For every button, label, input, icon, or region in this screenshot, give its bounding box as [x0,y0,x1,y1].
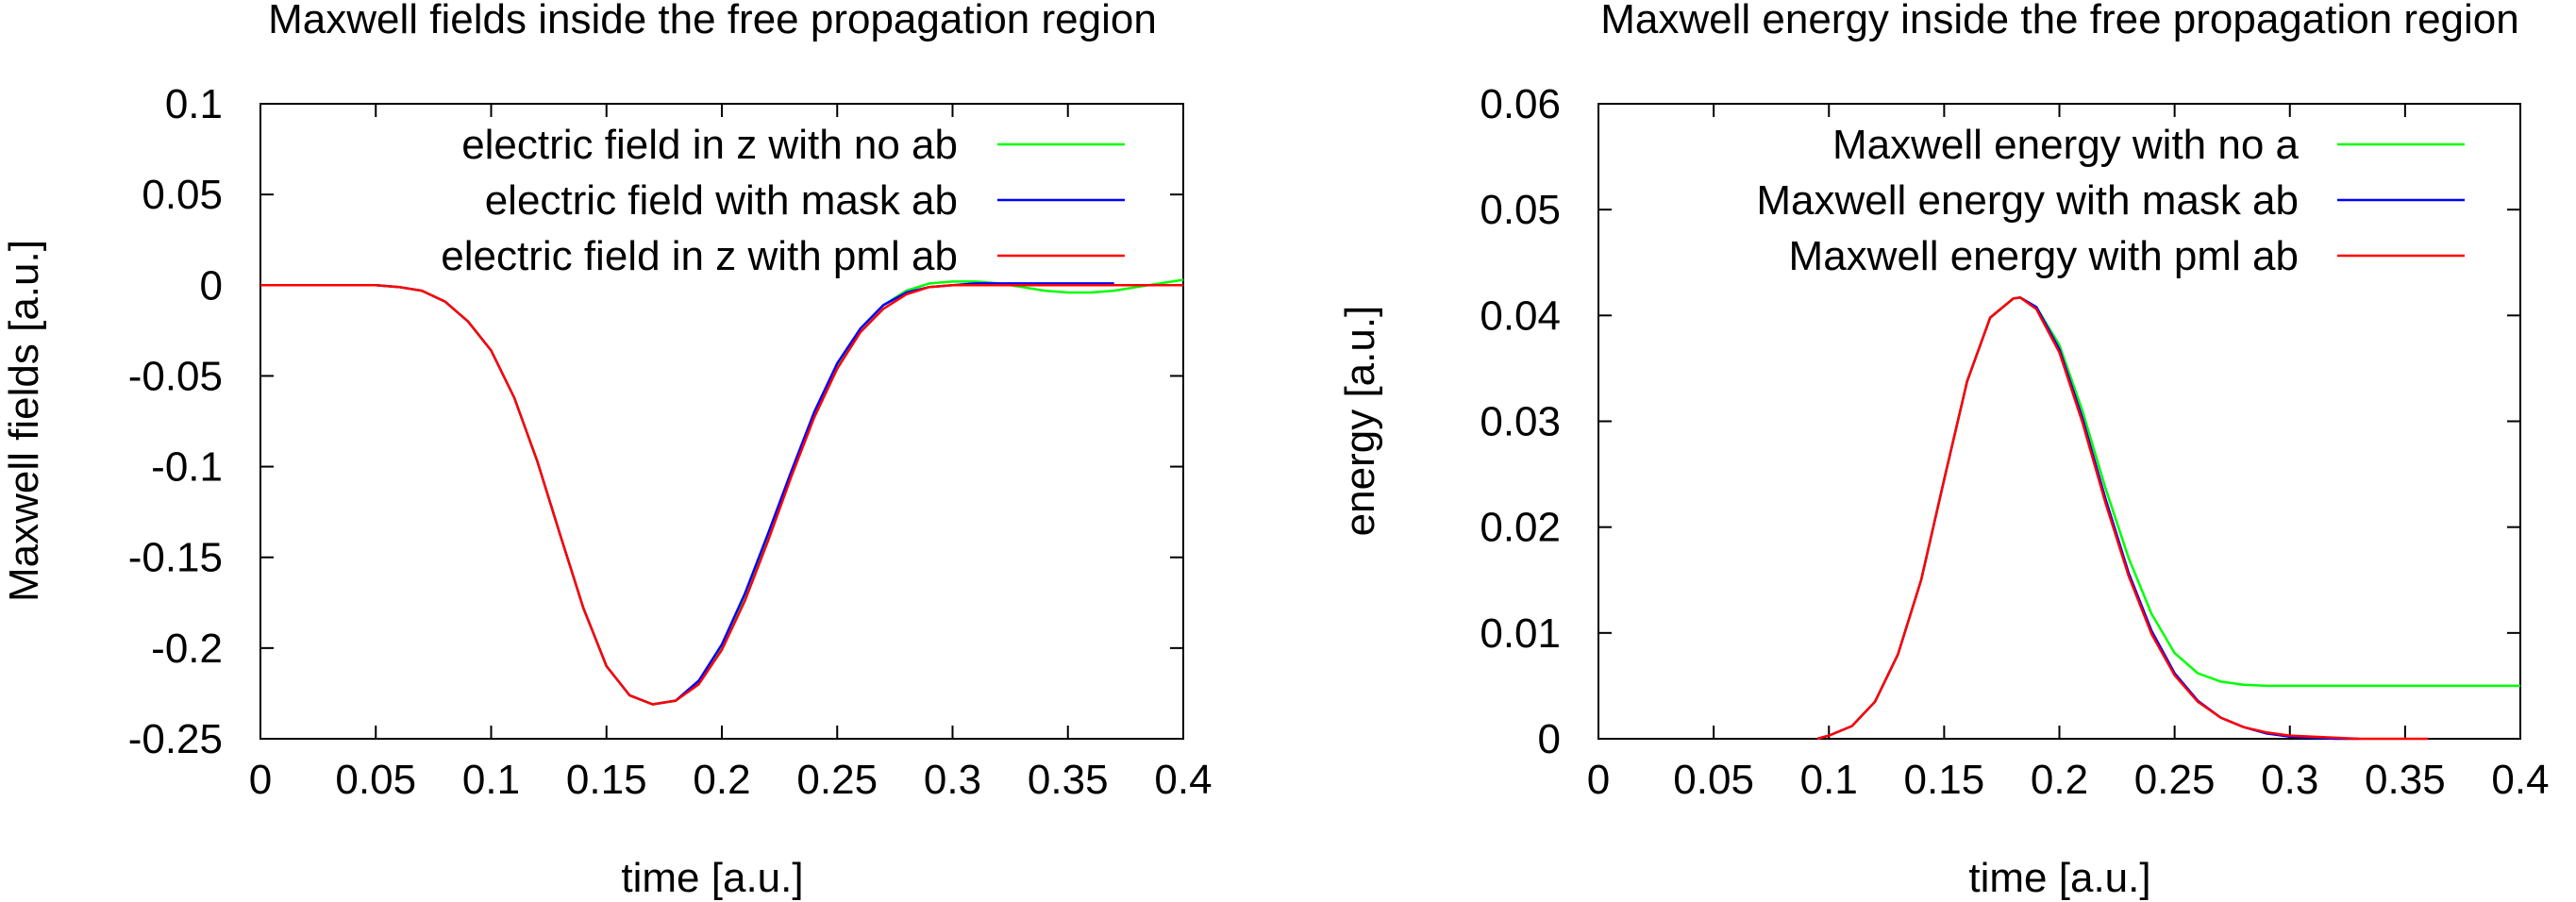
energy-x-tick-label: 0.2 [2031,757,2088,803]
energy-x-tick-label: 0.4 [2491,757,2549,803]
fields-legend-label-3: electric field in z with pml ab [441,233,958,279]
fields-series-line-1 [260,278,1184,706]
fields-chart-title: Maxwell fields inside the free propagati… [268,0,1157,42]
fields-x-tick-label: 0.2 [693,757,750,803]
energy-legend-label-2: Maxwell energy with mask ab [1756,177,2299,224]
energy-x-tick-label: 0.3 [2261,757,2318,803]
fields-y-tick-label: 0.1 [165,81,223,127]
energy-x-tick-label: 0.1 [1800,757,1858,803]
energy-x-tick-label: 0 [1587,757,1610,803]
fields-x-tick-label: 0 [249,757,272,803]
energy-y-tick-label: 0.06 [1480,81,1561,127]
fields-y-tick-label: -0.25 [128,716,223,762]
energy-x-tick-label: 0.05 [1673,757,1754,803]
fields-x-tick-label: 0.35 [1028,757,1109,803]
energy-y-tick-label: 0.02 [1480,505,1561,551]
fields-y-tick-label: 0 [200,262,223,309]
fields-y-tick-label: -0.05 [128,353,223,399]
energy-y-tick-label: 0.01 [1480,610,1561,657]
fields-series-line-2 [260,282,1114,706]
energy-series-line-3 [1816,296,2429,741]
energy-series-line-1 [1816,296,2520,741]
fields-x-tick-label: 0.1 [462,757,520,803]
energy-legend-label-3: Maxwell energy with pml ab [1789,233,2299,279]
fields-y-tick-label: -0.15 [128,535,223,581]
fields-x-tick-label: 0.4 [1154,757,1212,803]
energy-y-tick-label: 0.03 [1480,399,1561,445]
energy-x-tick-label: 0.25 [2134,757,2216,803]
energy-x-tick-label: 0.35 [2365,757,2446,803]
energy-y-tick-label: 0.05 [1480,187,1561,233]
fields-y-tick-label: -0.1 [151,444,223,491]
fields-x-tick-label: 0.25 [796,757,878,803]
fields-series-line-3 [260,284,1183,706]
fields-x-axis-label: time [a.u.] [621,855,803,901]
energy-y-tick-label: 0 [1538,716,1561,762]
fields-x-tick-label: 0.3 [924,757,981,803]
energy-y-tick-label: 0.04 [1480,292,1561,339]
energy-chart-title: Maxwell energy inside the free propagati… [1600,0,2518,42]
fields-x-tick-label: 0.15 [566,757,647,803]
fields-y-tick-label: 0.05 [142,172,223,218]
fields-y-tick-label: -0.2 [151,626,223,672]
fields-y-axis-label: Maxwell fields [a.u.] [1,240,47,602]
energy-x-tick-label: 0.15 [1904,757,1985,803]
fields-x-tick-label: 0.05 [335,757,416,803]
energy-y-axis-label: energy [a.u.] [1337,306,1383,537]
fields-legend-label-1: electric field in z with no ab [461,122,958,168]
fields-legend-label-2: electric field with mask ab [485,177,958,224]
energy-x-axis-label: time [a.u.] [1968,855,2150,901]
energy-legend-label-1: Maxwell energy with no a [1832,122,2300,168]
energy-series-line-2 [1816,296,2359,741]
